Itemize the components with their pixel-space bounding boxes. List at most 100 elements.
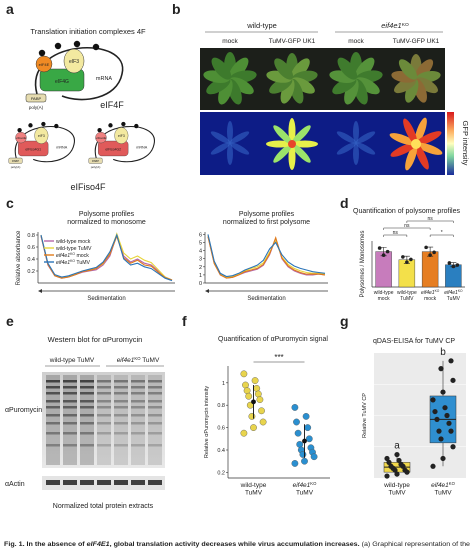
label-part: KO [435,289,440,293]
label-part: KO [70,259,75,263]
x-tick-label: wild-type [397,290,417,296]
label-part: eif4e1 [431,482,449,489]
x-tick-label: eif4e1KO [421,289,440,296]
label-part: KO [134,356,141,361]
legend-label: eif4e1KO mock [56,252,89,259]
leaf [415,77,438,94]
label-part: KO [458,289,463,293]
lane-band [63,414,77,417]
leaf [398,59,418,80]
lane-band [97,406,111,409]
y-axis-label: Polysomes / Monosomes [360,230,366,297]
complex-name: eIF4F [100,100,124,110]
data-point [446,420,452,426]
lane-smear [131,375,145,465]
lane-band [80,406,94,409]
actin-band [97,480,111,485]
protein-label: eIFiso4G1 [25,148,41,152]
data-point [243,387,251,395]
arrow-head [205,289,209,293]
complex-diagram: eIFiso4E eIFiso4G1 eIF3 PABP mRNA poly(A) [8,121,75,169]
lane-band [148,414,162,417]
arrow-head [38,289,42,293]
y-tick-label: 4 [199,249,202,255]
significance-label: *** [274,353,283,362]
lane-band [131,422,145,425]
x-axis-label: Sedimentation [87,296,125,302]
profile-line [207,235,326,279]
panel-label: f [182,313,187,329]
ribosome-dot [17,127,22,133]
chart-title: normalized to first polysome [223,219,310,226]
gfp-signal [292,140,318,148]
profile-line [207,234,326,278]
lane-band [131,406,145,409]
y-tick-label: 2 [199,265,202,271]
data-point [448,358,454,364]
data-point [402,467,408,473]
significance-bracket [429,234,454,237]
profile-line [40,233,173,282]
ribosome-dot [108,123,113,128]
colorbar-label: GFP intensity [461,121,470,166]
gfp-signal [336,142,357,155]
x-tick-label: eif4e1KO [293,481,318,490]
group-header: eif4e1KO [381,21,409,30]
lane-smear [46,375,60,465]
eif4g-shape [39,68,85,92]
data-point [434,416,440,423]
data-point [240,429,248,437]
data-point [405,260,409,265]
lane-smear [80,375,94,465]
gfp-signal [227,143,233,165]
gfp-signal [266,140,292,148]
gfp-signal [288,140,296,148]
protein-label: eIF3 [69,59,79,65]
data-point [432,408,438,415]
lane-band [131,380,145,383]
lane-band [46,406,60,409]
y-tick-label: 1 [222,381,225,387]
x-axis-label: Sedimentation [247,296,285,302]
caption-part: , global translation activity decreases … [110,542,360,548]
polya-label: poly(A) [29,105,44,110]
ribosome-dot [97,127,102,133]
lane-band [63,392,77,395]
condition-label: mock [222,38,238,45]
data-point [455,263,460,267]
y-tick-label: 0.8 [27,233,35,239]
data-point [440,389,446,395]
complex-diagram: eIFiso4E eIFiso4G2 eIF3 PABP mRNA poly(A) [88,121,155,169]
eif3-shape [63,48,85,74]
lane-band [131,414,145,417]
gfp-signal [355,142,376,155]
complex-diagram: eIF4E eIF4G eIF3 PABP mRNA poly(A) [25,40,124,110]
row-label: αPuromycin [5,407,42,414]
gfp-signal [229,142,250,155]
data-point [381,253,386,257]
lane-band [46,400,60,403]
lane-band [97,444,111,447]
lane-band [114,380,128,383]
lane-band [63,444,77,447]
gfp-signal [210,142,231,155]
lane-band [46,444,60,447]
protein-label: eIF4E [39,62,50,67]
mean-point [251,399,256,405]
footer-label: Normalized total protein extracts [53,503,154,510]
y-axis-label: Relative TuMV CP [362,393,368,438]
gfp-signal [353,121,359,143]
gfp-signal [273,143,293,163]
lane-band [63,380,77,383]
actin-band [46,480,60,485]
data-point [253,384,261,392]
gfp-signal [414,117,427,145]
data-point [251,377,259,384]
y-tick-label: 0.8 [217,403,225,409]
protein-label: PABP [31,96,42,101]
lane-band [114,444,128,447]
lane-band [114,432,128,435]
row-label: αActin [5,481,25,488]
y-tick-label: 0.6 [27,245,35,251]
